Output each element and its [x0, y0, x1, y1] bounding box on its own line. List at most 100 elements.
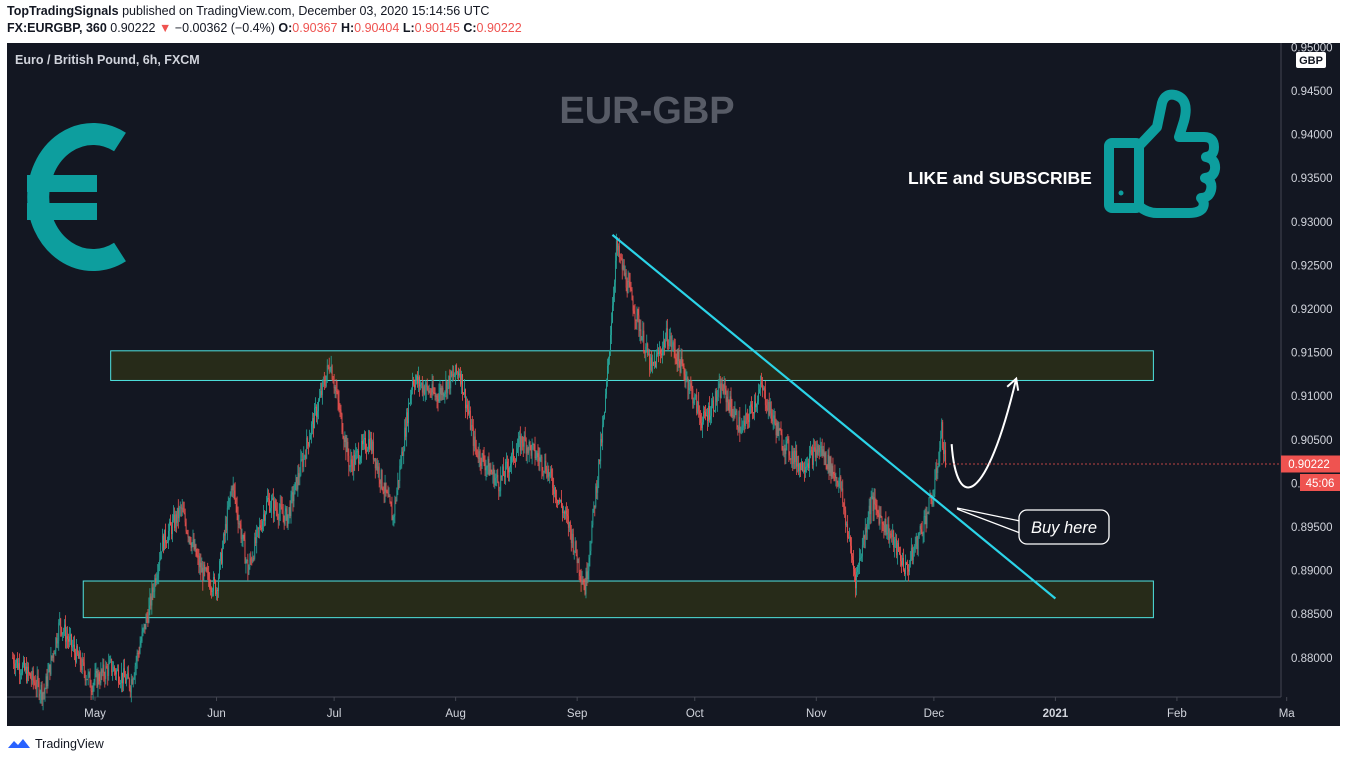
- candle-body: [601, 439, 603, 443]
- candle-body: [158, 564, 160, 575]
- candle-body: [766, 408, 768, 410]
- candle-body: [940, 437, 942, 448]
- candle-body: [357, 450, 359, 452]
- candle-body: [853, 560, 854, 569]
- candle-body: [124, 677, 126, 684]
- buy-callout[interactable]: Buy here: [956, 507, 1110, 545]
- x-tick-label: Aug: [445, 708, 465, 720]
- high-value: 0.90404: [354, 21, 400, 35]
- candle-body: [54, 651, 56, 655]
- publisher-name[interactable]: TopTradingSignals: [7, 4, 119, 18]
- candle-body: [372, 441, 374, 460]
- candle-body: [579, 572, 581, 577]
- candle-body: [247, 560, 249, 575]
- currency-badge[interactable]: GBP: [1299, 55, 1323, 67]
- candle-body: [934, 478, 936, 494]
- candle-body: [227, 506, 229, 508]
- candle-body: [286, 508, 288, 527]
- candle-body: [378, 466, 380, 480]
- candle-body: [701, 423, 703, 429]
- candle-body: [688, 388, 690, 391]
- candle-body: [833, 474, 835, 475]
- x-tick-label: 2021: [1043, 708, 1069, 720]
- candle-body: [406, 412, 408, 437]
- candle-body: [479, 451, 481, 463]
- candle-body: [285, 508, 287, 512]
- candle-body: [470, 425, 472, 430]
- candle-body: [269, 499, 270, 512]
- candle-body: [770, 401, 772, 414]
- candle-body: [525, 440, 527, 454]
- buy-here-text: Buy here: [1031, 519, 1097, 537]
- candle-body: [489, 469, 491, 476]
- candle-body: [219, 561, 220, 578]
- candle-body: [402, 451, 404, 456]
- candle-body: [763, 388, 765, 390]
- candle-body: [313, 418, 314, 429]
- candle-body: [484, 463, 486, 471]
- candle-body: [870, 498, 872, 515]
- candle-body: [839, 476, 841, 481]
- candle-body: [336, 390, 338, 392]
- candle-body: [452, 373, 454, 376]
- chart-area[interactable]: 0.95000 0.94500 0.94000 0.93500 0.93000 0.925…: [7, 43, 1340, 726]
- candle-body: [563, 511, 564, 514]
- candle-body: [160, 551, 162, 560]
- candle-body: [560, 500, 561, 502]
- candle-body: [639, 329, 641, 332]
- candle-body: [253, 557, 255, 559]
- descending-trendline: [611, 233, 1057, 600]
- candle-body: [576, 554, 578, 564]
- candle-body: [373, 458, 375, 460]
- candle-body: [505, 462, 507, 477]
- tradingview-brand[interactable]: TradingView: [35, 737, 104, 751]
- candle-body: [84, 672, 86, 681]
- candle-body: [936, 467, 938, 474]
- candle-body: [613, 294, 614, 306]
- candle-body: [236, 503, 238, 515]
- candle-body: [736, 411, 738, 427]
- candle-body: [707, 415, 708, 422]
- candle-body: [797, 463, 799, 467]
- candle-body: [816, 449, 818, 455]
- candle-body: [456, 364, 458, 373]
- candle-body: [523, 435, 525, 447]
- candle-body: [627, 280, 629, 294]
- candle-body: [294, 482, 296, 495]
- price-axis[interactable]: [1281, 43, 1340, 697]
- price-chart[interactable]: 0.95000 0.94500 0.94000 0.93500 0.93000 0.925…: [7, 43, 1340, 726]
- candle-body: [692, 389, 694, 404]
- candle-body: [930, 495, 932, 501]
- candle-body: [657, 352, 658, 355]
- candle-body: [134, 665, 136, 676]
- candle-body: [843, 503, 845, 507]
- candle-body: [493, 468, 495, 486]
- candle-body: [400, 465, 402, 466]
- candle-body: [348, 455, 350, 467]
- candle-body: [625, 272, 627, 288]
- candle-body: [320, 390, 321, 397]
- candle-body: [385, 482, 387, 492]
- candle-body: [379, 479, 381, 484]
- candle-body: [538, 457, 540, 462]
- candle-body: [714, 391, 716, 411]
- candle-body: [753, 412, 754, 414]
- candle-body: [13, 657, 15, 664]
- candle-body: [800, 463, 801, 471]
- y-tick-label: 0.93000: [1291, 217, 1333, 229]
- candle-body: [85, 679, 87, 681]
- candle-body: [495, 477, 497, 479]
- candle-body: [457, 372, 458, 374]
- candle-body: [741, 427, 743, 433]
- candle-body: [634, 313, 636, 320]
- candle-body: [907, 564, 908, 570]
- candle-body: [571, 533, 573, 544]
- candle-body: [384, 482, 386, 494]
- candle-body: [706, 415, 707, 417]
- candle-body: [176, 507, 178, 524]
- candle-body: [868, 505, 870, 520]
- candle-body: [234, 490, 236, 500]
- candle-body: [86, 679, 88, 680]
- candle-body: [301, 459, 303, 460]
- candle-body: [490, 469, 492, 472]
